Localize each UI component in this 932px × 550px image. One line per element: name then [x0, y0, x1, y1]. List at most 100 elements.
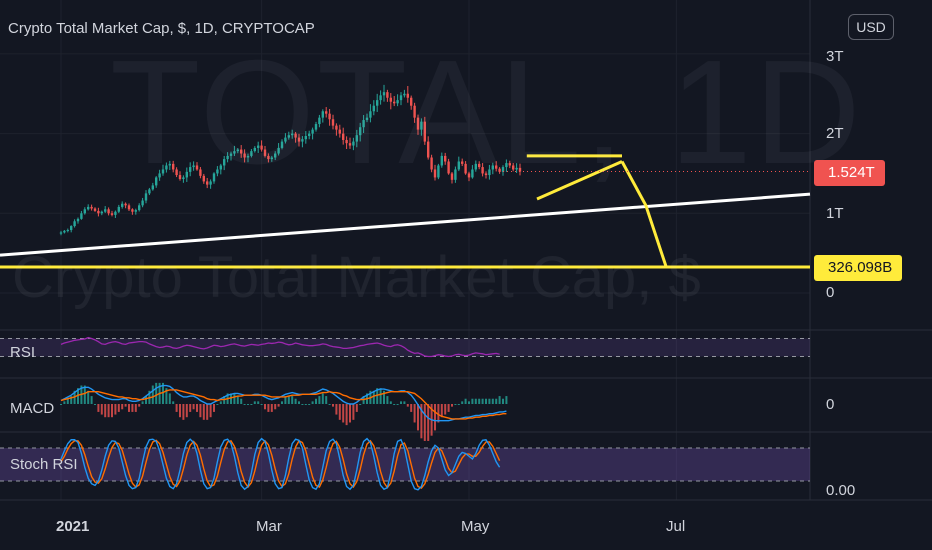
macd-histogram-bar [100, 404, 103, 415]
macd-histogram-bar [117, 404, 120, 412]
candle [450, 173, 454, 180]
macd-histogram-bar [138, 404, 141, 407]
candle [348, 143, 352, 146]
candle [403, 93, 406, 96]
candle [457, 161, 460, 170]
currency-button[interactable]: USD [848, 14, 894, 40]
candle [280, 141, 284, 148]
candle [63, 230, 66, 233]
macd-histogram-bar [389, 401, 392, 404]
stoch-k-line [60, 437, 501, 491]
candle [168, 163, 171, 166]
rsi-line [60, 336, 500, 358]
macd-histogram-bar [284, 396, 287, 404]
x-tick-2021: 2021 [56, 518, 90, 535]
candle [454, 169, 457, 180]
candle [430, 157, 433, 170]
candle [512, 165, 515, 170]
candle [104, 209, 107, 212]
candle [406, 93, 409, 98]
candle [100, 211, 103, 214]
macd-histogram-bar [291, 396, 294, 404]
macd-histogram-bar [70, 396, 73, 404]
candle [423, 121, 426, 142]
macd-histogram-bar [393, 404, 396, 405]
candle [467, 173, 471, 178]
macd-histogram-bar [304, 404, 307, 405]
y-tick-2t: 2T [826, 125, 844, 142]
macd-histogram-bar [318, 396, 321, 404]
candle [229, 153, 233, 156]
macd-histogram-bar [172, 401, 175, 404]
candle [263, 149, 267, 156]
signal-line [60, 389, 507, 420]
candle [76, 218, 80, 222]
candle [461, 161, 464, 164]
candle [155, 177, 158, 186]
macd-histogram-bar [83, 385, 86, 404]
macd-histogram-bar [427, 404, 430, 441]
macd-histogram-bar [457, 404, 460, 405]
macd-histogram-bar [104, 404, 107, 418]
candle [192, 165, 195, 168]
macd-histogram-bar [325, 396, 328, 404]
candle [495, 165, 498, 169]
macd-histogram-bar [454, 404, 457, 405]
candle [372, 105, 375, 112]
candle [484, 173, 488, 176]
candle [202, 175, 205, 182]
candle [93, 208, 97, 211]
candle [359, 127, 362, 136]
candle [144, 193, 148, 201]
macd-histogram-bar [417, 404, 419, 431]
macd-histogram-bar [202, 404, 205, 420]
macd-histogram-bar [243, 404, 246, 405]
candle [66, 230, 69, 232]
candle [216, 169, 219, 174]
candle [110, 213, 114, 215]
macd-histogram-bar [315, 398, 317, 404]
macd-histogram-bar [447, 404, 450, 412]
macd-histogram-bar [352, 404, 355, 420]
candle [331, 119, 335, 126]
candle [138, 205, 141, 211]
macd-histogram-bar [437, 404, 440, 423]
candle [297, 137, 301, 142]
candle [294, 133, 297, 138]
candle [284, 137, 287, 142]
candle [515, 167, 518, 170]
x-tick-jul: Jul [666, 518, 686, 535]
candle [379, 95, 382, 101]
candle [260, 145, 263, 150]
macd-histogram-bar [111, 404, 113, 418]
candle [107, 209, 110, 214]
candle [80, 213, 83, 219]
candle [277, 147, 280, 154]
macd-histogram-bar [335, 404, 338, 415]
candle [158, 173, 161, 178]
macd-histogram-bar [270, 404, 273, 412]
macd-histogram-bar [413, 404, 416, 423]
macd-histogram-bar [145, 396, 147, 404]
candle [131, 209, 134, 212]
candle [226, 155, 229, 160]
candle [301, 139, 304, 142]
candle [488, 169, 491, 176]
macd-histogram-bar [376, 388, 379, 404]
candle [165, 165, 168, 170]
macd-histogram-bar [87, 390, 90, 404]
macd-histogram-bar [287, 396, 290, 404]
candle [114, 211, 117, 215]
x-tick-may: May [461, 518, 490, 535]
candle [87, 206, 90, 210]
candle [257, 145, 260, 148]
macd-histogram-bar [505, 396, 508, 404]
candle [478, 163, 481, 168]
candle [134, 210, 137, 212]
macd-histogram-bar [359, 404, 362, 405]
macd-histogram-bar [162, 382, 164, 404]
candle [287, 135, 290, 138]
candle [189, 167, 192, 172]
macd-histogram-bar [253, 401, 256, 404]
